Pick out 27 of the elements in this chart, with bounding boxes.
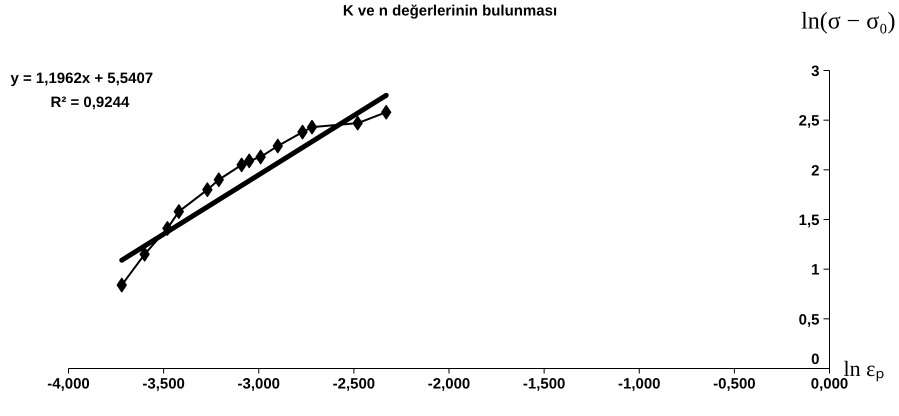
point	[255, 149, 266, 164]
x-tick-label: -3,000	[237, 376, 280, 392]
point	[174, 204, 184, 220]
point	[236, 157, 247, 172]
x-tick-label: -1,500	[522, 376, 566, 392]
y-axis-title: ln(σ − σ₀)	[801, 8, 896, 34]
x-tick-label: -4,000	[47, 376, 90, 392]
point	[139, 246, 150, 262]
x-tick-label: -1,000	[618, 376, 661, 392]
x-tick-label: 0,000	[810, 376, 848, 392]
y-tick-label: 3	[811, 63, 820, 80]
point	[306, 120, 318, 135]
x-tick-label: -3,500	[142, 376, 185, 392]
x-tick-label: -0,500	[713, 376, 756, 392]
y-tick-label: 1,5	[798, 212, 820, 229]
chart-title: K ve n değerlerinin bulunması	[342, 2, 558, 20]
annotation: R² = 0,9244	[50, 94, 130, 111]
y-tick-label: 2,5	[798, 112, 820, 130]
y-tick-label: 0	[811, 351, 820, 368]
x-tick-label: -2,500	[332, 376, 376, 392]
point	[202, 182, 213, 198]
annotation: y = 1,1962x + 5,5407	[10, 70, 154, 87]
y-tick-label: 2	[811, 162, 820, 180]
y-tick-label: 1	[811, 262, 820, 279]
x-tick-label: -2,000	[428, 376, 470, 392]
y-tick-label: 0,5	[798, 311, 820, 328]
point	[297, 124, 308, 140]
